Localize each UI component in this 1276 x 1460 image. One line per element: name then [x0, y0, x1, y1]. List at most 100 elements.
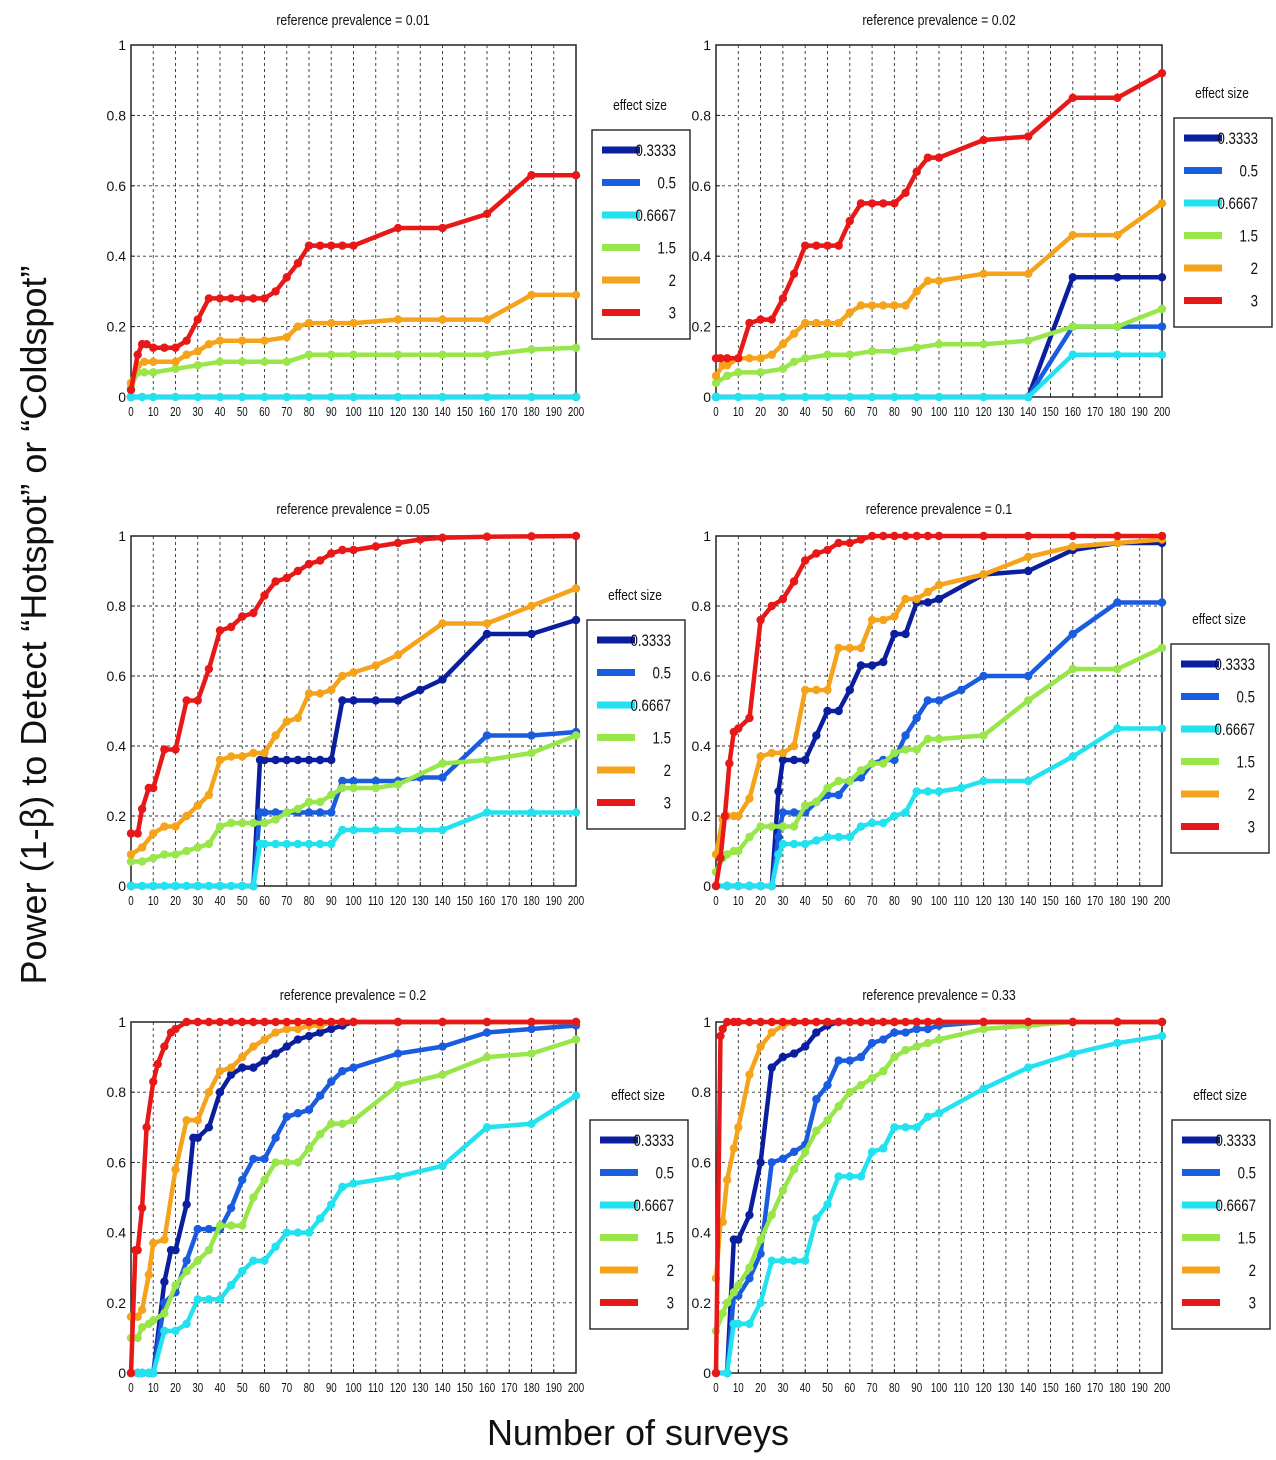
- x-tick-label: 130: [998, 895, 1014, 909]
- data-point: [1068, 752, 1078, 761]
- data-point: [293, 1017, 303, 1027]
- data-point: [923, 531, 933, 541]
- data-point: [153, 1059, 162, 1069]
- data-point: [901, 745, 910, 754]
- data-point: [934, 1035, 944, 1044]
- legend-label: 0.3333: [630, 632, 671, 651]
- data-point: [756, 1017, 765, 1027]
- data-point: [438, 392, 447, 402]
- data-point: [716, 853, 725, 863]
- data-point: [327, 1200, 336, 1209]
- x-tick-label: 70: [281, 1382, 292, 1396]
- data-point: [527, 601, 536, 611]
- data-point: [149, 357, 158, 366]
- series-line: [713, 1019, 1165, 1334]
- data-point: [756, 354, 765, 363]
- x-tick-label: 90: [911, 895, 922, 909]
- data-point: [349, 1116, 358, 1125]
- data-point: [215, 1017, 225, 1027]
- data-point: [1023, 776, 1033, 786]
- x-tick-label: 200: [1154, 1382, 1170, 1396]
- data-point: [834, 318, 843, 328]
- data-point: [734, 354, 743, 363]
- x-tick-label: 140: [1020, 1382, 1036, 1396]
- data-point: [912, 531, 921, 541]
- data-point: [137, 881, 147, 891]
- data-point: [778, 340, 788, 349]
- data-point: [260, 1035, 269, 1044]
- data-point: [845, 538, 854, 548]
- legend-title: effect size: [1192, 611, 1246, 628]
- legend-label: 3: [664, 794, 671, 813]
- data-point: [934, 1017, 944, 1027]
- chart-panel-1: 0 10 20 30 40 50 60 70 80 90 100 110 120 130 140 150 160…: [107, 12, 691, 420]
- data-point: [778, 1186, 788, 1195]
- data-point: [923, 587, 933, 597]
- data-point: [327, 790, 336, 800]
- series-1-5: [126, 343, 581, 391]
- data-point: [149, 1316, 158, 1325]
- data-point: [801, 685, 810, 695]
- data-point: [315, 1214, 325, 1223]
- data-point: [823, 706, 832, 716]
- legend-box: [1171, 1119, 1271, 1330]
- data-point: [193, 361, 202, 370]
- data-point: [204, 790, 214, 800]
- data-point: [789, 1049, 799, 1058]
- data-point: [856, 1052, 866, 1062]
- data-point: [393, 1080, 403, 1090]
- x-tick-label: 30: [192, 895, 203, 909]
- data-point: [393, 696, 403, 705]
- series-3: [711, 68, 1167, 363]
- x-tick-label: 30: [192, 1382, 203, 1396]
- data-point: [571, 1091, 581, 1100]
- data-point: [160, 745, 169, 754]
- data-point: [756, 1042, 765, 1051]
- data-point: [182, 811, 191, 821]
- legend-box: [1173, 117, 1273, 328]
- data-point: [745, 1210, 754, 1220]
- data-point: [890, 347, 899, 356]
- data-point: [823, 318, 832, 328]
- data-point: [812, 1028, 821, 1037]
- x-tick-label: 80: [889, 406, 900, 420]
- data-point: [140, 368, 149, 377]
- data-point: [718, 1024, 727, 1034]
- data-point: [137, 857, 147, 866]
- x-tick-label: 50: [822, 406, 833, 420]
- data-point: [767, 315, 776, 324]
- data-point: [571, 584, 581, 593]
- data-point: [527, 1049, 536, 1058]
- data-point: [801, 801, 810, 810]
- data-point: [393, 1049, 403, 1058]
- legend-label: 3: [1248, 818, 1255, 837]
- legend-label: 0.5: [1240, 162, 1258, 181]
- data-point: [812, 1017, 821, 1027]
- x-tick-label: 150: [457, 895, 473, 909]
- data-point: [371, 542, 380, 551]
- data-point: [1023, 671, 1033, 681]
- x-tick-label: 50: [822, 1382, 833, 1396]
- data-point: [1068, 531, 1078, 541]
- data-point: [934, 340, 944, 349]
- data-point: [238, 818, 247, 828]
- y-tick-label: 0: [118, 1365, 126, 1381]
- data-point: [812, 241, 821, 250]
- legend-label: 3: [1251, 292, 1258, 311]
- data-point: [845, 643, 854, 653]
- data-point: [856, 535, 866, 544]
- data-point: [133, 1245, 142, 1255]
- x-tick-label: 10: [148, 406, 159, 420]
- data-point: [282, 573, 291, 583]
- chart-panel-4: 0 10 20 30 40 50 60 70 80 90 100 110 120 130 140 150 160…: [692, 501, 1270, 909]
- x-tick-label: 0: [128, 406, 133, 420]
- data-point: [912, 787, 921, 796]
- data-point: [834, 1102, 843, 1111]
- data-point: [834, 706, 843, 716]
- data-point: [834, 1172, 843, 1181]
- data-point: [867, 347, 877, 356]
- data-point: [845, 350, 854, 359]
- x-tick-label: 170: [501, 1382, 517, 1396]
- x-tick-label: 110: [368, 895, 384, 909]
- data-point: [126, 385, 136, 395]
